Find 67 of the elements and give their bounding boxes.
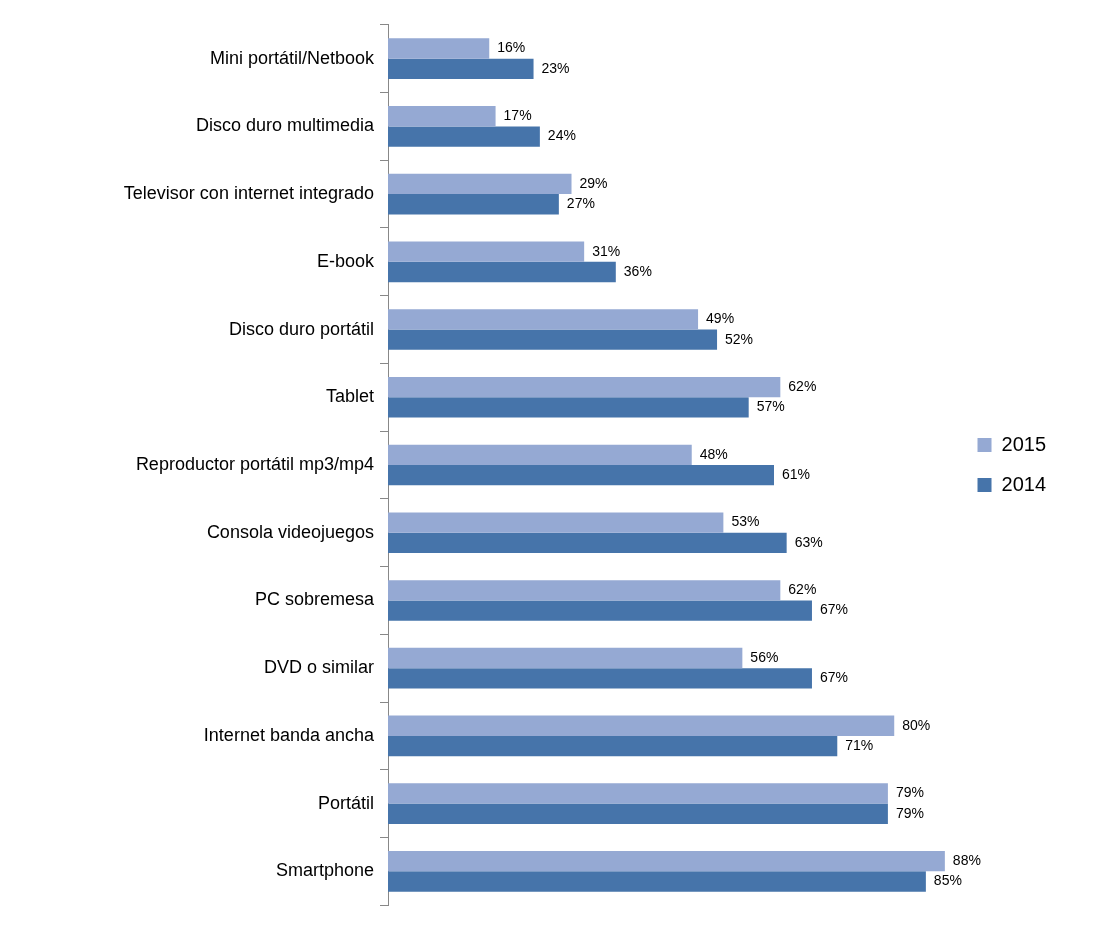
bar bbox=[388, 444, 692, 465]
data-label: 16% bbox=[497, 39, 526, 56]
data-label: 48% bbox=[699, 445, 728, 462]
bar bbox=[388, 735, 838, 757]
bar bbox=[388, 376, 781, 398]
data-label: 27% bbox=[566, 195, 595, 212]
data-label: 79% bbox=[895, 804, 924, 821]
data-label: 31% bbox=[592, 242, 621, 259]
bar bbox=[388, 803, 888, 824]
bar bbox=[388, 241, 585, 262]
bar bbox=[388, 532, 787, 554]
data-label: 85% bbox=[933, 872, 962, 889]
y-tick-label: Internet banda ancha bbox=[203, 724, 375, 745]
y-tick-label: E-book bbox=[316, 250, 375, 271]
bar bbox=[388, 512, 724, 533]
bar bbox=[388, 851, 945, 872]
data-label: 61% bbox=[782, 466, 811, 483]
bar bbox=[388, 647, 743, 669]
data-label: 29% bbox=[579, 174, 608, 191]
data-label: 62% bbox=[788, 377, 817, 394]
y-tick-label: Mini portátil/Netbook bbox=[209, 47, 375, 68]
data-label: 62% bbox=[788, 581, 817, 598]
bar bbox=[388, 329, 718, 350]
data-label: 67% bbox=[819, 669, 848, 686]
bar bbox=[388, 465, 774, 486]
bar bbox=[388, 397, 749, 418]
bar bbox=[388, 783, 888, 804]
data-label: 79% bbox=[895, 784, 924, 801]
y-tick-label: PC sobremesa bbox=[254, 589, 375, 610]
bar bbox=[388, 668, 812, 689]
bar bbox=[388, 173, 572, 195]
y-tick-label: Disco duro multimedia bbox=[195, 115, 375, 136]
data-label: 49% bbox=[706, 310, 735, 327]
bar bbox=[388, 106, 496, 127]
data-label: 36% bbox=[623, 262, 652, 279]
bar bbox=[388, 715, 895, 736]
y-tick-label: Disco duro portátil bbox=[228, 318, 374, 339]
bar bbox=[388, 194, 559, 215]
y-tick-label: Tablet bbox=[325, 386, 374, 407]
data-label: 56% bbox=[750, 648, 779, 665]
data-label: 63% bbox=[794, 533, 823, 550]
data-label: 88% bbox=[952, 852, 981, 869]
y-tick-label: Smartphone bbox=[275, 860, 374, 881]
bar bbox=[388, 58, 534, 79]
bar bbox=[388, 871, 926, 892]
data-label: 80% bbox=[902, 716, 931, 733]
data-label: 71% bbox=[845, 736, 874, 753]
legend-label: 2015 bbox=[1001, 432, 1047, 455]
bar bbox=[388, 126, 540, 147]
bar bbox=[388, 600, 812, 621]
data-label: 17% bbox=[503, 107, 532, 124]
legend-label: 2014 bbox=[1001, 472, 1047, 495]
bar bbox=[388, 580, 781, 601]
bar bbox=[388, 261, 616, 283]
data-label: 53% bbox=[731, 513, 760, 530]
bar bbox=[388, 309, 699, 330]
data-label: 67% bbox=[819, 601, 848, 618]
data-label: 24% bbox=[547, 127, 576, 144]
data-label: 23% bbox=[541, 59, 570, 76]
y-tick-label: Televisor con internet integrado bbox=[123, 183, 374, 204]
y-tick-label: Reproductor portátil mp3/mp4 bbox=[135, 453, 374, 474]
bar bbox=[388, 38, 490, 59]
y-tick-label: Portátil bbox=[317, 792, 374, 813]
data-label: 57% bbox=[756, 398, 785, 415]
y-tick-label: DVD o similar bbox=[263, 657, 374, 678]
y-tick-label: Consola videojuegos bbox=[206, 521, 374, 542]
data-label: 52% bbox=[725, 330, 754, 347]
